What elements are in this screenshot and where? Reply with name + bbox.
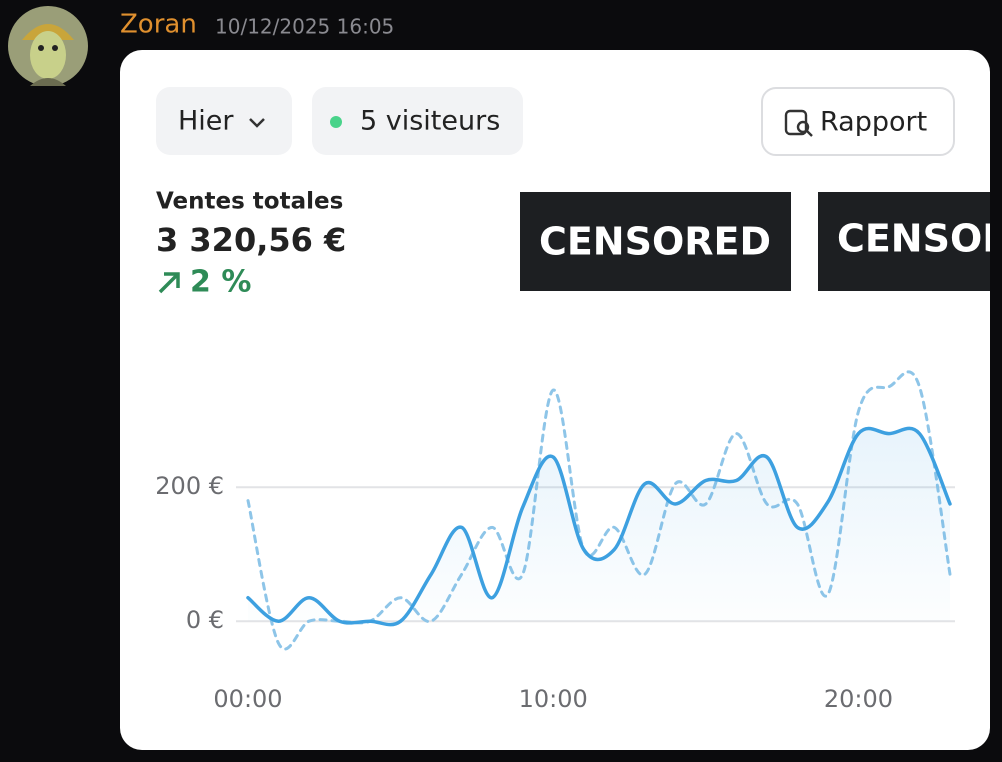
report-icon: [784, 109, 813, 137]
summary-total: 3 320,56 €: [156, 221, 346, 259]
card: Hier 5 visiteurs Rapport Ventes totales …: [120, 50, 1002, 750]
redaction-label: CENSORED: [539, 220, 771, 264]
redaction: [520, 192, 791, 291]
chevron: [249, 118, 265, 128]
x-tick-label: 00:00: [213, 685, 282, 713]
visitors-button[interactable]: [312, 87, 523, 155]
summary-label: Ventes totales: [156, 189, 343, 215]
author[interactable]: Zoran: [120, 10, 197, 40]
report-label: Rapport: [820, 107, 927, 138]
summary-change: 2 %: [190, 265, 251, 300]
plot: 0 € 200 € 00:00 10:00 20:00: [155, 370, 955, 713]
area: [248, 428, 950, 625]
visitors-label: 5 visiteurs: [360, 106, 500, 137]
live-dot: [330, 116, 342, 128]
line: [246, 426, 952, 627]
redaction: [818, 192, 990, 291]
trend-arrow: [158, 272, 180, 294]
x-tick-label: 10:00: [519, 685, 588, 713]
redaction-label: CENSORED: [837, 217, 1002, 261]
timestamp: 10/12/2025 16:05: [215, 15, 394, 39]
y-tick-label: 0 €: [186, 606, 224, 634]
period-label: Hier: [178, 106, 234, 137]
avatar[interactable]: [8, 6, 88, 86]
period-button[interactable]: [156, 87, 292, 155]
x-tick-label: 20:00: [824, 685, 893, 713]
y-tick-label: 200 €: [155, 472, 224, 500]
report-button[interactable]: [761, 87, 955, 156]
card-bg: [120, 50, 990, 750]
